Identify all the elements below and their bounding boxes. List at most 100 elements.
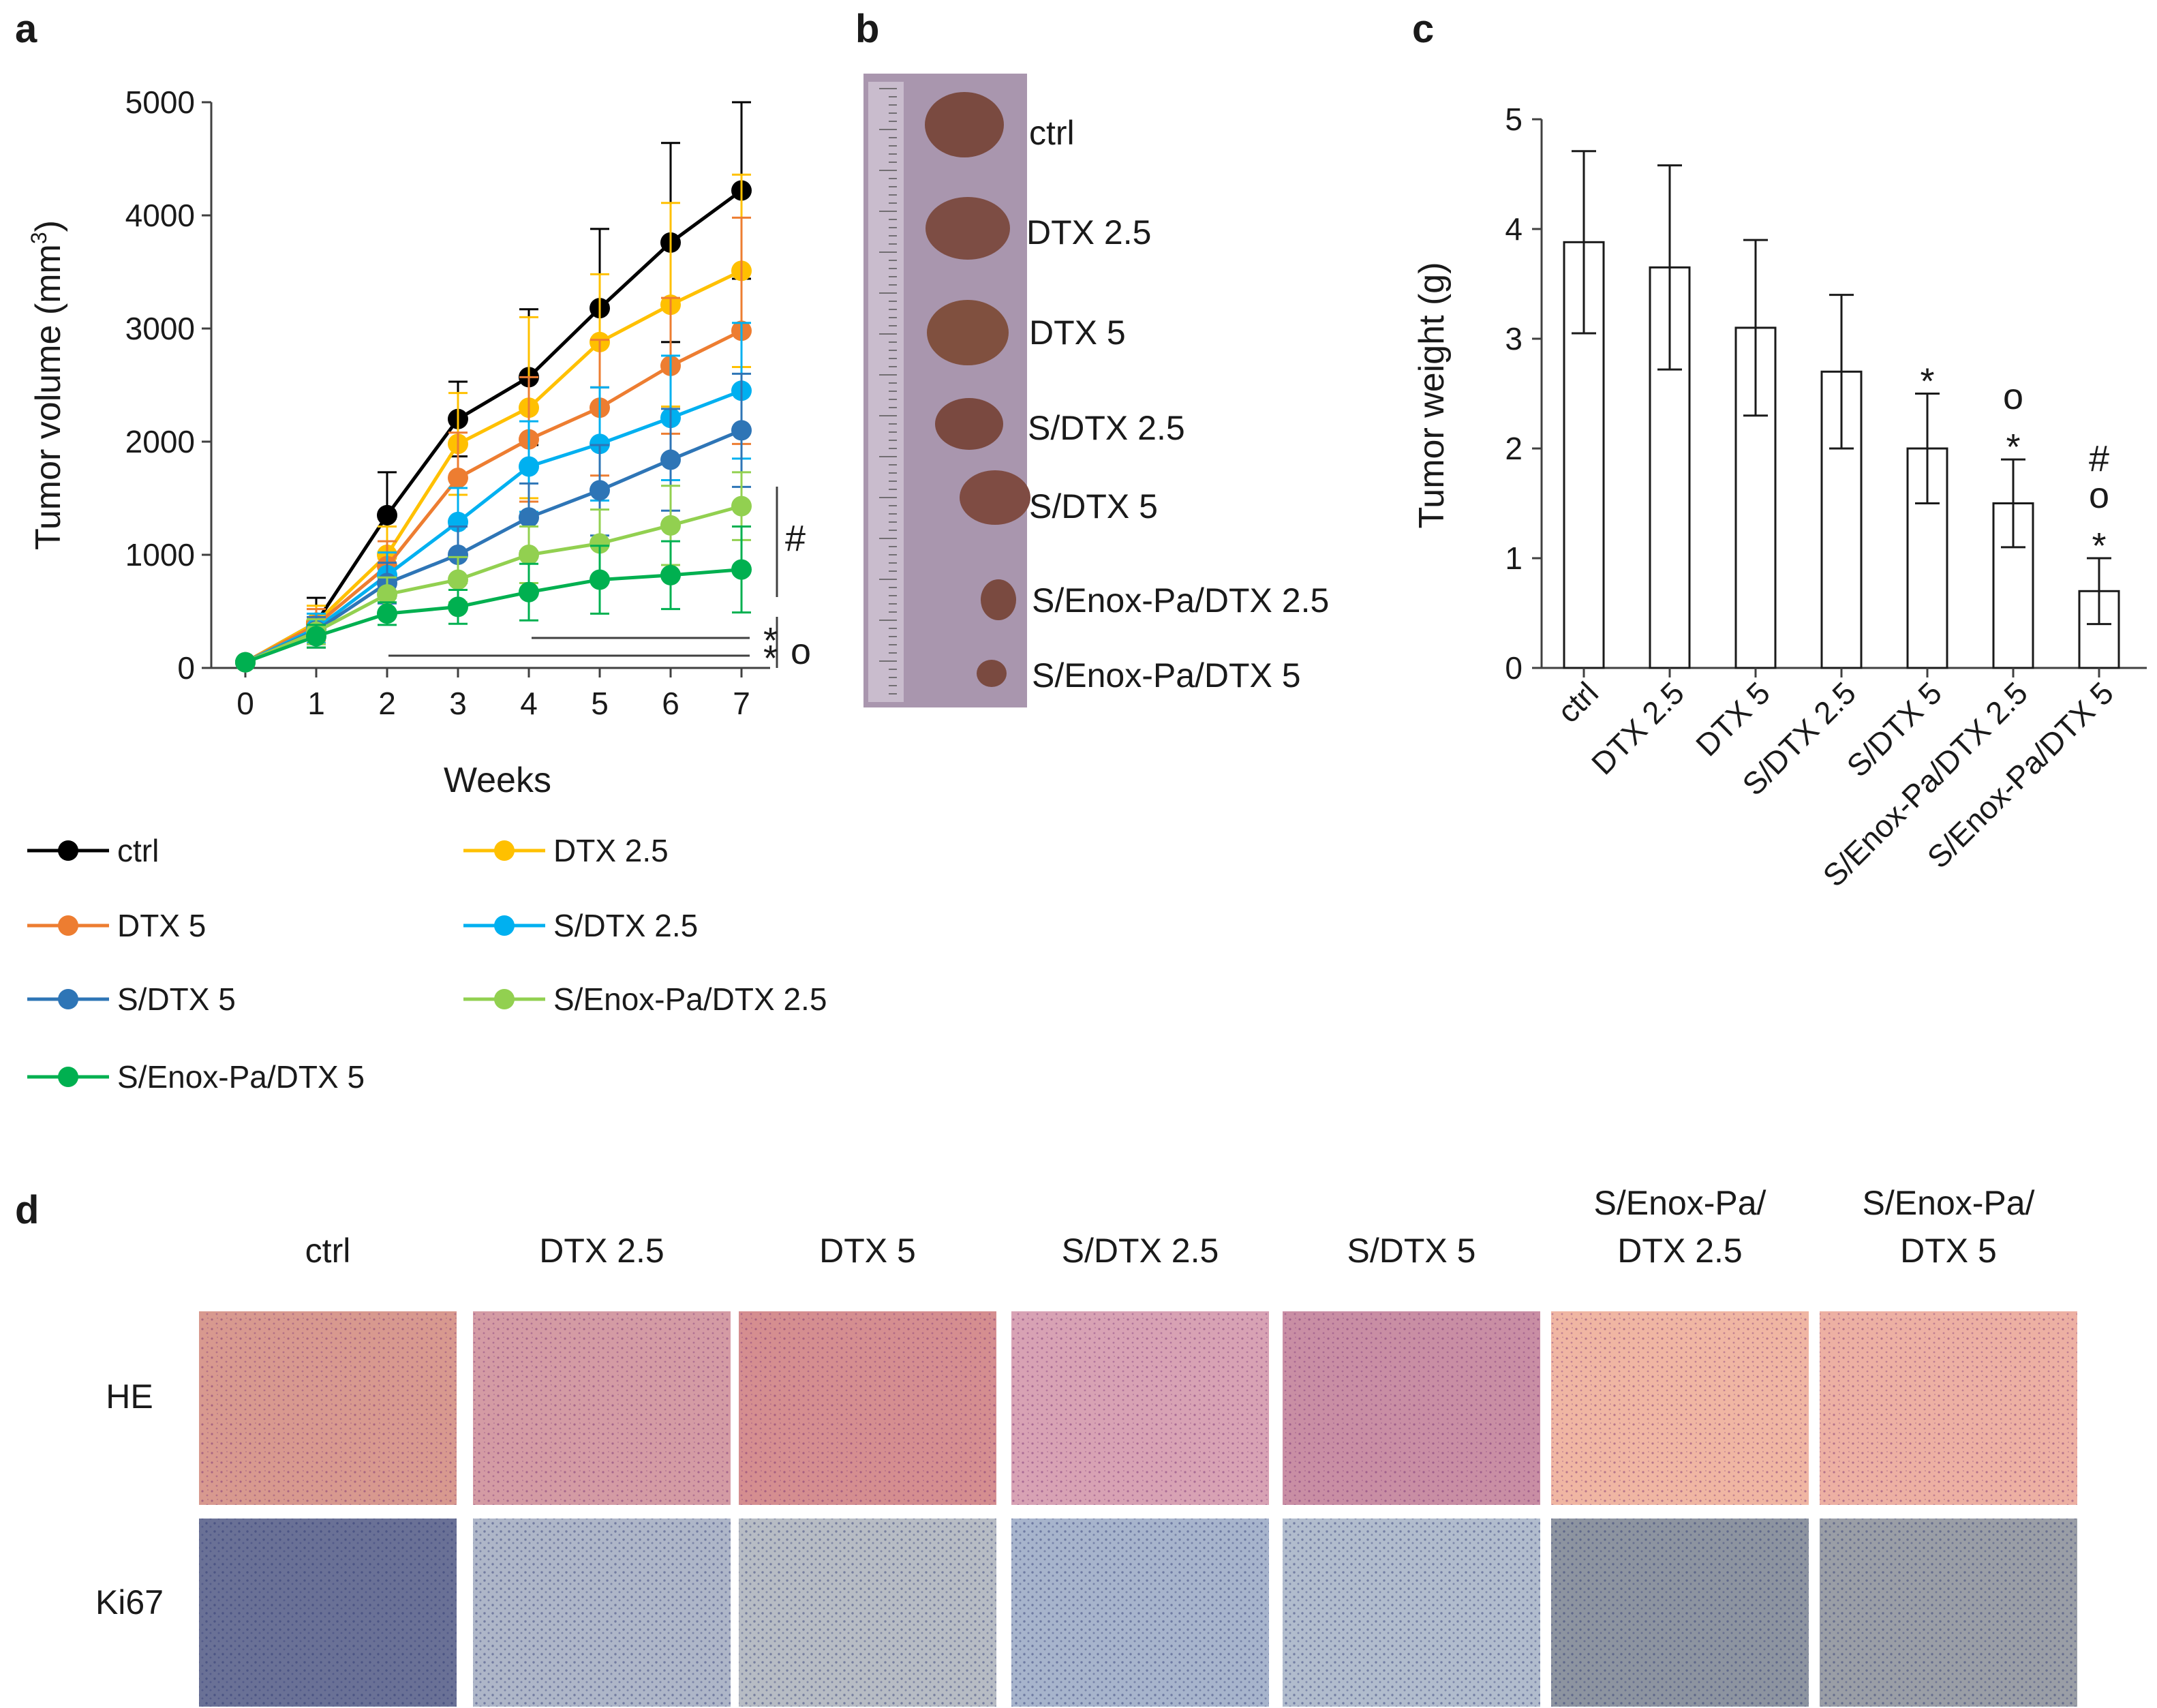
photo-label: DTX 2.5 [1026,213,1151,251]
a-x-tick-label: 0 [236,686,254,721]
sig-star-2: * [763,638,778,679]
legend-item: S/Enox-Pa/DTX 5 [27,1059,365,1095]
legend-label: S/Enox-Pa/DTX 5 [117,1059,365,1095]
c-category-label: DTX 2.5 [1585,675,1691,781]
panel-letter-a: a [15,7,37,51]
a-x-tick-label: 4 [520,686,538,721]
legend-item: S/Enox-Pa/DTX 2.5 [463,981,827,1017]
legend-marker [494,989,515,1009]
c-y-tick-label: 5 [1505,102,1523,137]
photo-label: S/Enox-Pa/DTX 5 [1032,656,1301,695]
series-dtx-5 [235,216,752,673]
photo-label: S/DTX 5 [1029,487,1158,525]
histology-column-label: DTX 2.5 [539,1232,664,1270]
he-image-texture [1011,1311,1269,1505]
a-data-point [660,564,681,585]
photo-label: DTX 5 [1029,314,1126,352]
a-data-point [731,420,752,441]
a-series-line [245,504,742,664]
tumor-s-dtx-2-5 [935,398,1003,450]
histology-column-label: ctrl [305,1232,351,1270]
he-image-texture [473,1311,731,1505]
a-series-line [244,388,742,664]
ki67-image-texture [739,1519,996,1707]
a-y-tick-label: 0 [177,650,195,686]
photo-label: S/Enox-Pa/DTX 2.5 [1032,581,1329,620]
tumor-dtx-2-5 [925,197,1010,260]
legend-label: S/DTX 2.5 [553,908,698,943]
legend-item: DTX 5 [27,908,206,943]
a-data-point [590,533,610,554]
c-significance-symbol: o [2089,475,2109,516]
histology-panel: ctrl DTX 2.5 DTX 5 S/DTX 2.5 S/DTX 5 S/Enox-P… [95,1184,2077,1707]
legend-item: S/DTX 5 [27,981,236,1017]
histology-column-label: S/DTX 2.5 [1062,1232,1219,1270]
c-y-tick-label: 2 [1505,431,1523,466]
he-image-texture [199,1311,457,1505]
a-x-tick-label: 1 [307,686,325,721]
legend-marker [58,840,78,861]
a-data-point [731,495,752,517]
legend: ctrl DTX 2.5 DTX 5 S/DTX 2.5 S/DTX 5 S/Enox-P… [27,833,827,1095]
histology-column-label-2: DTX 5 [1900,1232,1997,1270]
row-label-he: HE [106,1377,153,1416]
legend-label: ctrl [117,833,159,868]
a-data-point [660,515,681,536]
photo-label: ctrl [1029,114,1075,152]
a-data-point [235,652,256,673]
a-y-tick-label: 2000 [125,424,195,459]
tumor-ctrl [925,92,1004,157]
a-series-line [244,189,743,664]
sig-hash-label: # [785,518,806,559]
ki67-image-texture [199,1519,457,1707]
c-y-tick-label: 4 [1505,211,1523,247]
a-series-line [244,429,742,664]
c-y-tick-label: 0 [1505,650,1523,686]
a-x-tick-label: 3 [449,686,467,721]
tumor-photo: ctrl DTX 2.5 DTX 5 S/DTX 2.5 S/DTX 5 S/Enox-P… [863,74,1329,707]
a-data-point [377,584,397,605]
a-data-point [448,596,468,617]
row-label-ki67: Ki67 [95,1583,164,1621]
he-image-texture [1820,1311,2077,1505]
panel-letter-c: c [1412,7,1434,51]
a-x-tick-label: 5 [591,686,609,721]
a-data-point [731,559,752,580]
a-data-point [448,569,468,590]
legend-item: DTX 2.5 [463,833,669,868]
c-significance-symbol: o [2003,376,2023,417]
a-data-point [448,468,468,489]
sig-star-1: * [763,620,778,661]
ki67-image-texture [1011,1519,1269,1707]
panel-letter-d: d [15,1188,39,1232]
histology-column-label: S/Enox-Pa/ [1863,1184,2035,1222]
legend-marker [494,915,515,936]
ki67-image-texture [473,1519,731,1707]
a-data-point [590,569,610,590]
c-y-tick-label: 1 [1505,540,1523,576]
series-s-enox-pa-dtx-5 [235,525,752,673]
legend-label: S/Enox-Pa/DTX 2.5 [553,981,827,1017]
photo-label: S/DTX 2.5 [1028,409,1185,447]
ki67-image-texture [1551,1519,1809,1707]
a-x-tick-label: 7 [733,686,750,721]
a-data-point [590,480,610,501]
a-y-axis-title: Tumor volume (mm3) [27,220,68,550]
legend-marker [58,1067,78,1087]
panel-letter-b: b [855,7,879,51]
series-ctrl [235,101,752,673]
a-series-line [244,269,743,664]
legend-label: DTX 2.5 [553,833,669,868]
c-significance-symbol: * [2092,525,2106,566]
a-data-point [448,545,468,565]
legend-item: ctrl [27,833,159,868]
c-significance-symbol: # [2089,438,2109,479]
tumor-s-dtx-5 [960,470,1030,525]
line-chart-tumor-volume: 0 1000 2000 3000 4000 5000 0 1 2 3 4 5 6 7 Tumor vol… [27,85,811,800]
a-significance-markers: # * * o [388,487,811,679]
a-data-point [519,507,539,528]
a-y-tick-label: 4000 [125,198,195,233]
a-y-tick-label: 1000 [125,537,195,573]
ki67-image-texture [1283,1519,1540,1707]
